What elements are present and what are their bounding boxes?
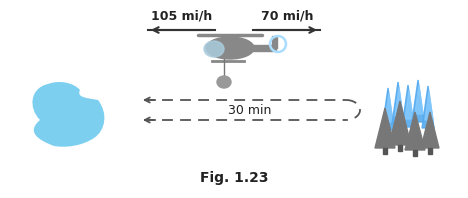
Polygon shape [382, 88, 394, 130]
Text: 30 min: 30 min [228, 104, 272, 116]
Bar [428, 148, 432, 154]
Polygon shape [405, 90, 413, 119]
Polygon shape [425, 91, 433, 120]
Text: 105 mi/h: 105 mi/h [151, 9, 212, 22]
Polygon shape [389, 101, 411, 145]
Text: Fig. 1.23: Fig. 1.23 [200, 171, 268, 185]
Ellipse shape [204, 41, 224, 57]
Polygon shape [422, 86, 434, 128]
Bar [383, 148, 387, 154]
Bar [413, 150, 417, 156]
Polygon shape [375, 108, 395, 148]
Ellipse shape [217, 76, 231, 88]
Polygon shape [412, 80, 424, 122]
Polygon shape [421, 112, 439, 148]
Bar [398, 145, 402, 151]
Ellipse shape [206, 37, 254, 59]
Polygon shape [402, 85, 414, 127]
Bar [250, 45, 276, 51]
Polygon shape [405, 112, 425, 150]
Ellipse shape [40, 87, 60, 105]
PathPatch shape [32, 82, 104, 147]
Polygon shape [392, 82, 404, 124]
Polygon shape [385, 93, 393, 122]
Bar [272, 36, 277, 48]
Polygon shape [395, 87, 403, 116]
Text: 70 mi/h: 70 mi/h [261, 9, 313, 22]
Polygon shape [415, 85, 423, 114]
